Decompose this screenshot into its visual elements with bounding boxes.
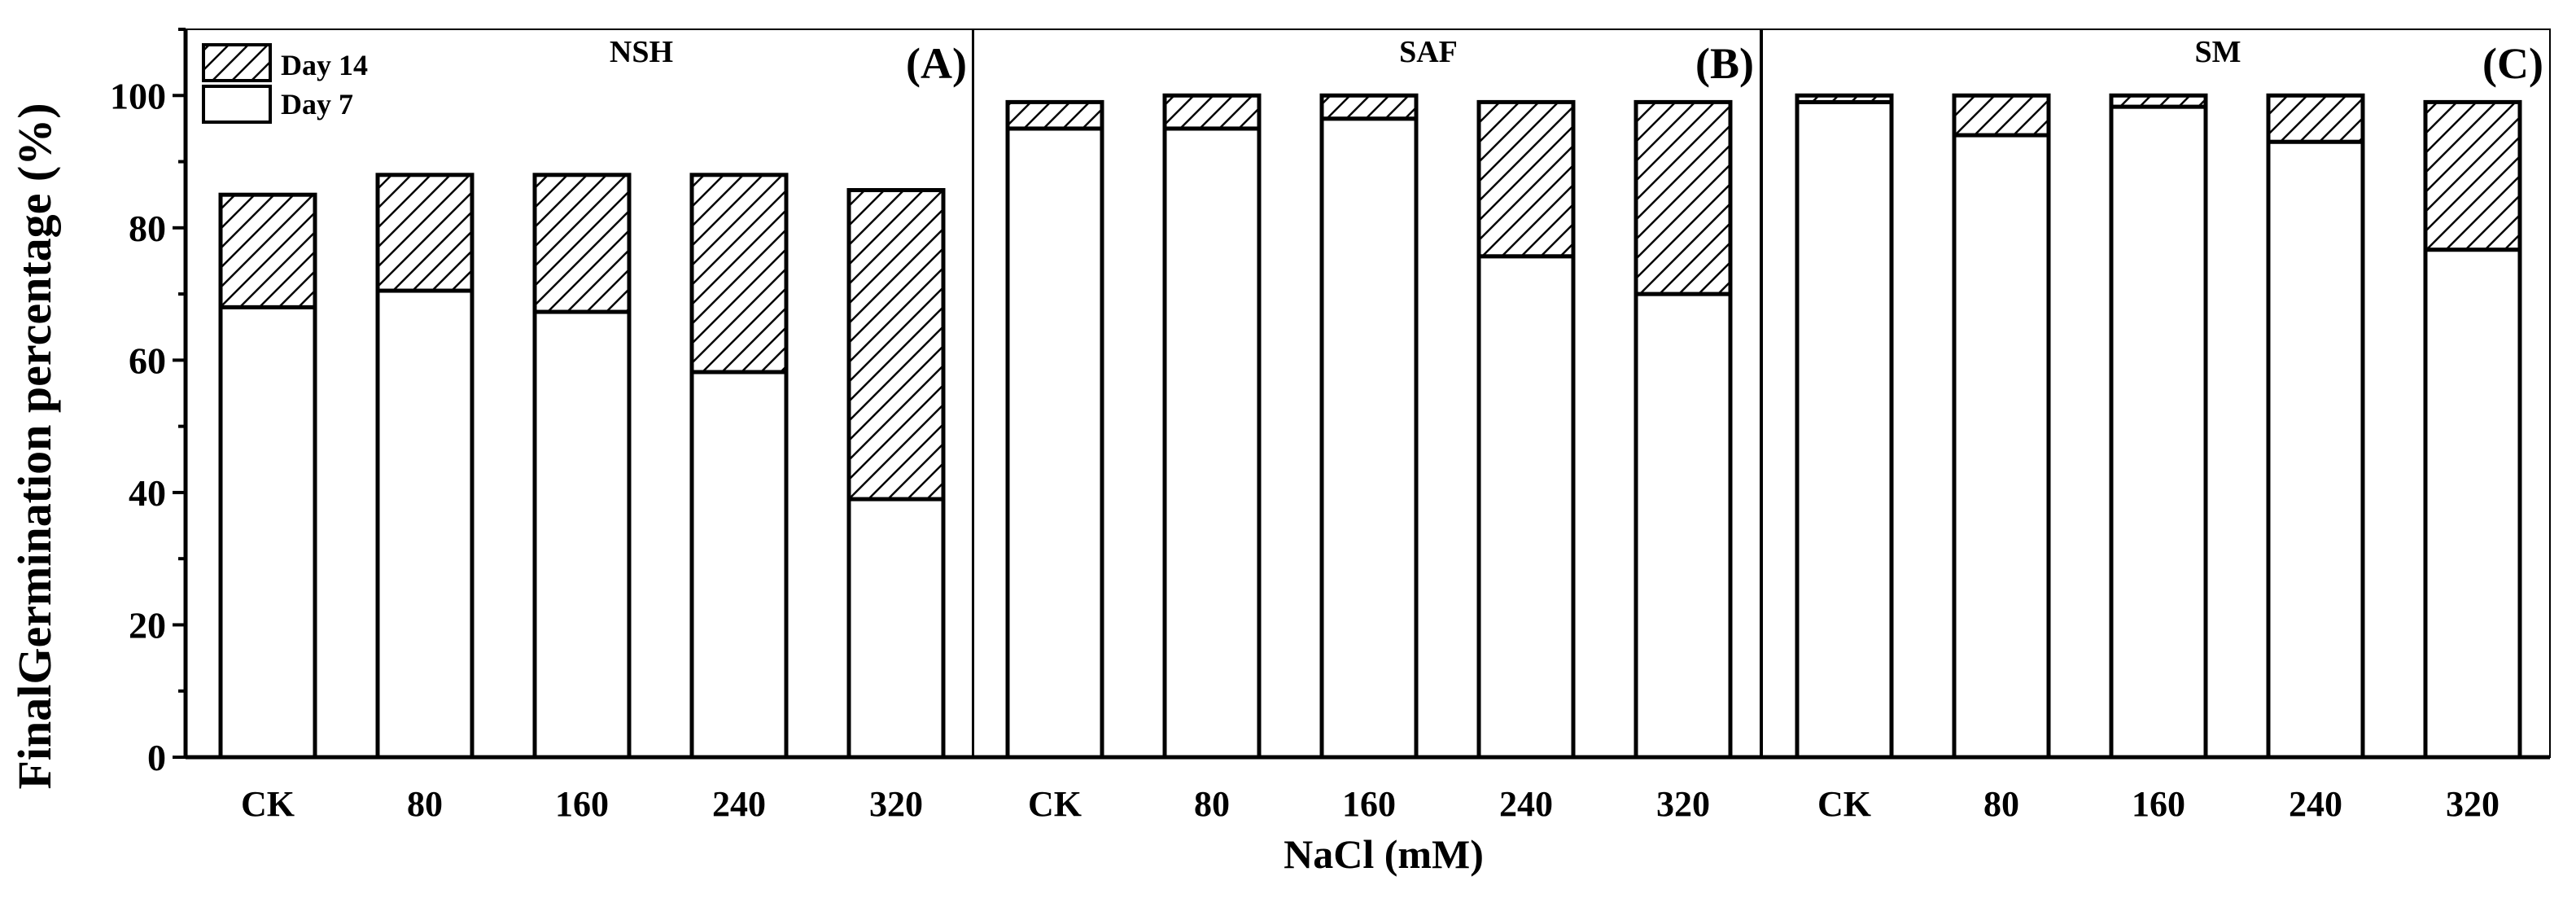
bar-day7-320 xyxy=(846,497,946,760)
x-tick-label: 80 xyxy=(407,784,443,824)
y-tick-label: 60 xyxy=(129,340,166,381)
panel-title: SM xyxy=(2195,35,2241,69)
bar-day7-CK xyxy=(218,305,317,760)
x-tick-label: CK xyxy=(241,784,295,824)
x-tick-label: 240 xyxy=(2289,784,2342,824)
y-tick-label: 20 xyxy=(129,604,166,646)
legend-label-day7: Day 7 xyxy=(281,88,353,120)
bar-day14-320 xyxy=(846,187,946,502)
bar-day7-240 xyxy=(689,370,789,760)
y-tick-label: 80 xyxy=(129,208,166,249)
bar-day7-CK xyxy=(1795,99,1894,760)
y-tick-label: 40 xyxy=(129,472,166,514)
bar-day14-240 xyxy=(1476,99,1576,259)
x-tick-label: 320 xyxy=(1656,784,1710,824)
panel-tag: (B) xyxy=(1695,39,1754,88)
legend-label-day14: Day 14 xyxy=(281,49,368,81)
legend-swatch-day7 xyxy=(202,85,272,124)
panel-nsh: CK 80 160 240 320 NSH (A) xyxy=(185,28,974,824)
x-tick-label: 320 xyxy=(869,784,923,824)
bar-day14-CK xyxy=(218,192,317,309)
bar-day14-80 xyxy=(375,173,475,293)
bar-day7-160 xyxy=(532,309,632,760)
bar-day7-CK xyxy=(1005,126,1104,760)
bar-day14-240 xyxy=(2266,93,2365,144)
bar-day7-320 xyxy=(2423,248,2522,760)
panel-title: NSH xyxy=(610,35,673,69)
panel-tag: (C) xyxy=(2482,39,2543,88)
x-tick-label: 240 xyxy=(1499,784,1553,824)
x-tick-label: CK xyxy=(1817,784,1871,824)
x-tick-label: 240 xyxy=(712,784,766,824)
x-tick-label: 160 xyxy=(2132,784,2185,824)
panel-saf: CK 80 160 240 320 SAF (B) xyxy=(972,28,1761,824)
y-axis-label: FinalGermination percentage (%) xyxy=(8,103,61,789)
bar-day7-80 xyxy=(1952,133,2051,760)
bar-day14-160 xyxy=(1319,93,1419,121)
panel-sm: CK 80 160 240 320 SM (C) xyxy=(1761,28,2551,824)
x-tick-label: 80 xyxy=(1983,784,2019,824)
bar-day14-320 xyxy=(2423,99,2522,252)
panel-title: SAF xyxy=(1399,35,1458,69)
legend: Day 14 Day 7 xyxy=(202,43,368,124)
bar-day7-80 xyxy=(1162,126,1262,760)
x-tick-label: 160 xyxy=(555,784,609,824)
legend-swatch-day14 xyxy=(202,43,272,82)
x-axis-label: NaCl (mM) xyxy=(1284,831,1484,877)
y-tick-label: 100 xyxy=(110,75,166,116)
bar-day7-320 xyxy=(1634,291,1733,760)
bar-day14-80 xyxy=(1162,93,1262,131)
x-tick-label: 80 xyxy=(1194,784,1230,824)
x-tick-label: CK xyxy=(1028,784,1082,824)
bar-day7-240 xyxy=(1476,254,1576,760)
bar-day7-160 xyxy=(1319,116,1419,760)
bar-day14-80 xyxy=(1952,93,2051,138)
bar-day14-CK xyxy=(1005,99,1104,131)
y-tick-label: 0 xyxy=(147,737,166,778)
bar-day14-160 xyxy=(2109,93,2208,109)
bar-day14-160 xyxy=(532,173,632,314)
x-tick-label: 160 xyxy=(1342,784,1396,824)
bar-day7-80 xyxy=(375,288,475,760)
x-tick-label: 320 xyxy=(2446,784,2499,824)
bar-day14-CK xyxy=(1795,93,1894,104)
bar-day14-320 xyxy=(1634,99,1733,296)
bar-day7-240 xyxy=(2266,139,2365,760)
bar-day14-240 xyxy=(689,173,789,375)
panel-tag: (A) xyxy=(906,39,967,88)
bar-day7-160 xyxy=(2109,104,2208,760)
